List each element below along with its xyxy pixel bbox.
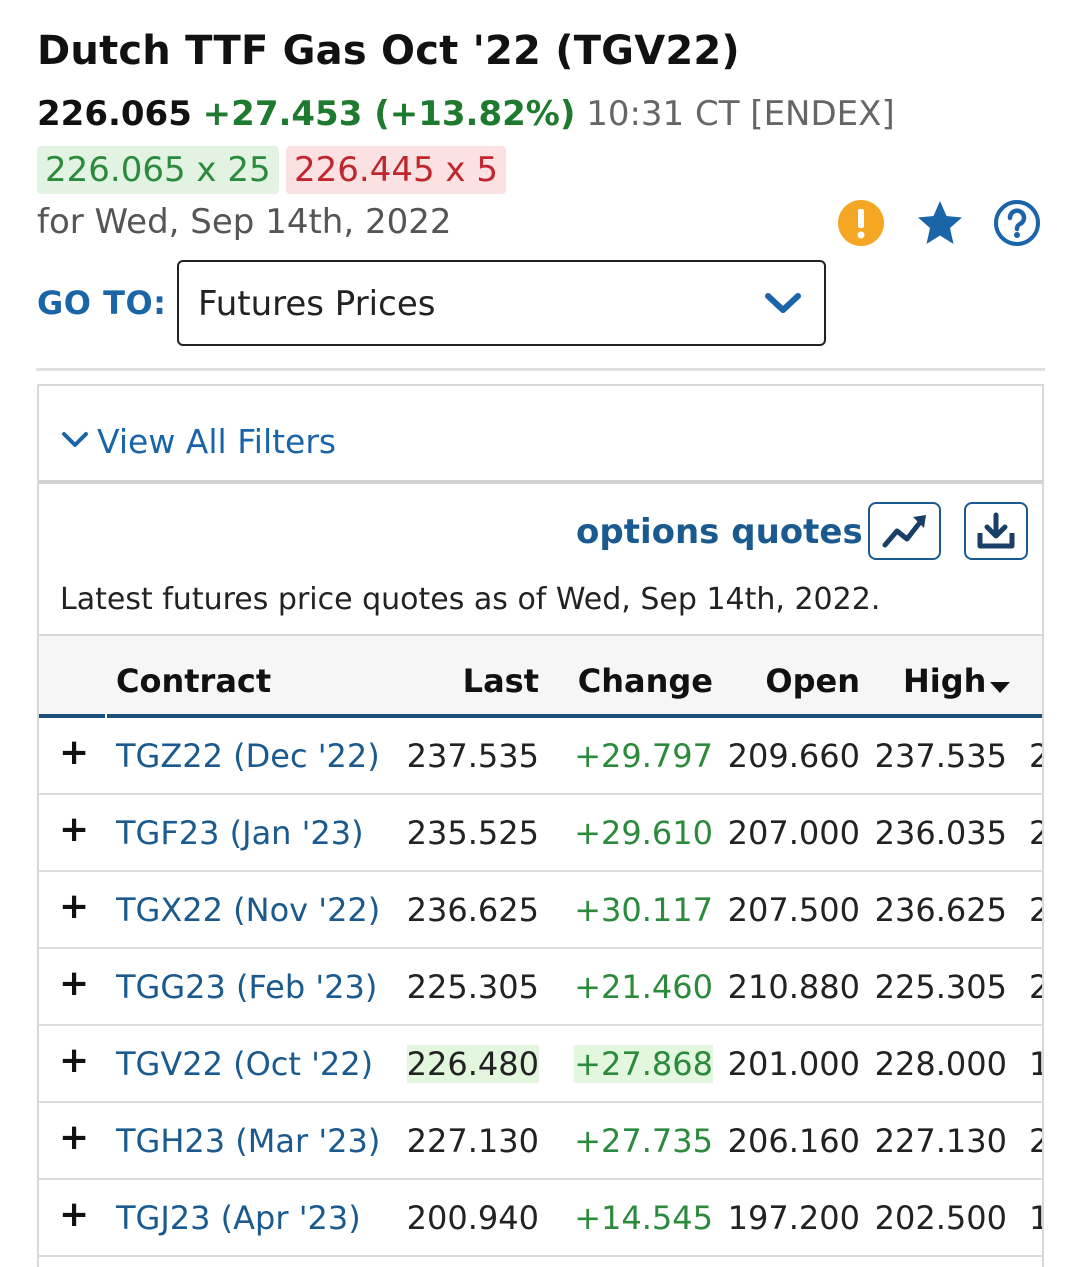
cell-high: 202.500 <box>874 1199 1007 1237</box>
table-row: + TGX22 (Nov '22) 236.625 +30.117 207.500 236… <box>39 872 1042 949</box>
cell-last: 227.130 <box>406 1122 539 1160</box>
contract-link[interactable]: TGJ23 (Apr '23) <box>116 1199 361 1237</box>
quote-date: for Wed, Sep 14th, 2022 <box>37 202 452 242</box>
futures-panel: View All Filters options quotes Latest f… <box>37 384 1044 1267</box>
help-icon[interactable] <box>992 198 1042 248</box>
col-change[interactable]: Change <box>577 662 713 700</box>
cell-low: 2 <box>1029 814 1042 852</box>
cell-high: 236.625 <box>874 891 1007 929</box>
cell-low: 1 <box>1029 1045 1042 1083</box>
divider <box>36 368 1045 371</box>
col-contract[interactable]: Contract <box>116 662 272 700</box>
table-header: Contract Last Change Open High <box>39 634 1042 718</box>
cell-last: 235.525 <box>406 814 539 852</box>
contract-link[interactable]: TGH23 (Mar '23) <box>116 1122 381 1160</box>
cell-last: 236.625 <box>406 891 539 929</box>
cell-high: 227.130 <box>874 1122 1007 1160</box>
cell-high: 225.305 <box>874 968 1007 1006</box>
header-rule <box>39 714 1042 718</box>
page-title: Dutch TTF Gas Oct '22 (TGV22) <box>37 28 740 74</box>
col-open[interactable]: Open <box>765 662 860 700</box>
sort-desc-icon <box>990 664 1011 702</box>
bid-badge: 226.065 x 25 <box>37 146 279 194</box>
chevron-down-icon <box>764 288 802 322</box>
goto-select[interactable]: Futures Prices <box>177 260 826 346</box>
contract-link[interactable]: TGV22 (Oct '22) <box>116 1045 374 1083</box>
col-high-label: High <box>903 662 987 700</box>
cell-change: +29.610 <box>574 814 713 852</box>
goto-label: GO TO: <box>37 284 167 322</box>
cell-last: 225.305 <box>406 968 539 1006</box>
cell-change: +27.735 <box>574 1122 713 1160</box>
expand-plus-icon[interactable]: + <box>59 1117 90 1158</box>
cell-low: 2 <box>1029 1122 1042 1160</box>
options-quotes-link[interactable]: options quotes <box>576 512 863 552</box>
cell-last: 226.480 <box>406 1045 539 1083</box>
table-row: + TGH23 (Mar '23) 227.130 +27.735 206.160 227… <box>39 1103 1042 1180</box>
cell-open: 206.160 <box>727 1122 860 1160</box>
download-icon <box>977 512 1015 549</box>
cell-change: +21.460 <box>574 968 713 1006</box>
cell-open: 197.200 <box>727 1199 860 1237</box>
expand-plus-icon[interactable]: + <box>59 809 90 850</box>
contract-link[interactable]: TGG23 (Feb '23) <box>116 968 378 1006</box>
cell-change: +14.545 <box>574 1199 713 1237</box>
cell-open: 207.000 <box>727 814 860 852</box>
cell-open: 201.000 <box>727 1045 860 1083</box>
star-icon[interactable] <box>915 198 965 248</box>
cell-change: +27.868 <box>574 1045 713 1083</box>
table-row: + TGG23 (Feb '23) 225.305 +21.460 210.880 225… <box>39 949 1042 1026</box>
col-high[interactable]: High <box>903 662 1011 702</box>
contract-link[interactable]: TGX22 (Nov '22) <box>116 891 381 929</box>
expand-plus-icon[interactable]: + <box>59 1194 90 1235</box>
download-button[interactable] <box>964 502 1028 560</box>
cell-last: 200.940 <box>406 1199 539 1237</box>
expand-plus-icon[interactable]: + <box>59 886 90 927</box>
ask-badge: 226.445 x 5 <box>286 146 506 194</box>
cell-change: +30.117 <box>574 891 713 929</box>
cell-last: 237.535 <box>406 737 539 775</box>
cell-low: 2 <box>1029 968 1042 1006</box>
table-row: + TGZ22 (Dec '22) 237.535 +29.797 209.660 237… <box>39 718 1042 795</box>
alert-icon[interactable] <box>836 198 886 248</box>
view-all-filters-toggle[interactable]: View All Filters <box>39 386 1042 484</box>
cell-low: 1 <box>1029 1199 1042 1237</box>
cell-change: +29.797 <box>574 737 713 775</box>
contract-link[interactable]: TGZ22 (Dec '22) <box>116 737 380 775</box>
cell-high: 236.035 <box>874 814 1007 852</box>
last-price: 226.065 <box>37 94 192 134</box>
cell-open: 210.880 <box>727 968 860 1006</box>
cell-high: 237.535 <box>874 737 1007 775</box>
chevron-down-icon <box>61 430 89 454</box>
expand-plus-icon[interactable]: + <box>59 732 90 773</box>
cell-open: 207.500 <box>727 891 860 929</box>
expand-plus-icon[interactable]: + <box>59 963 90 1004</box>
trend-chart-icon <box>882 515 926 548</box>
as-of-text: Latest futures price quotes as of Wed, S… <box>60 582 881 617</box>
contract-link[interactable]: TGF23 (Jan '23) <box>116 814 364 852</box>
quote-summary: 226.065 +27.453 (+13.82%) 10:31 CT [ENDE… <box>37 94 895 134</box>
table-row: + TGV22 (Oct '22) 226.480 +27.868 201.000 228… <box>39 1026 1042 1103</box>
table-row: + TGF23 (Jan '23) 235.525 +29.610 207.000 236… <box>39 795 1042 872</box>
cell-high: 228.000 <box>874 1045 1007 1083</box>
quote-time: 10:31 CT [ENDEX] <box>586 94 895 134</box>
chart-button[interactable] <box>868 502 941 560</box>
cell-open: 209.660 <box>727 737 860 775</box>
expand-plus-icon[interactable]: + <box>59 1040 90 1081</box>
table-row: + TGJ23 (Apr '23) 200.940 +14.545 197.200 202… <box>39 1180 1042 1257</box>
goto-selected-value: Futures Prices <box>198 284 436 324</box>
cell-low: 2 <box>1029 737 1042 775</box>
cell-low: 2 <box>1029 891 1042 929</box>
view-all-filters-label: View All Filters <box>97 422 337 461</box>
col-last[interactable]: Last <box>462 662 539 700</box>
price-change: +27.453 (+13.82%) <box>202 94 576 134</box>
